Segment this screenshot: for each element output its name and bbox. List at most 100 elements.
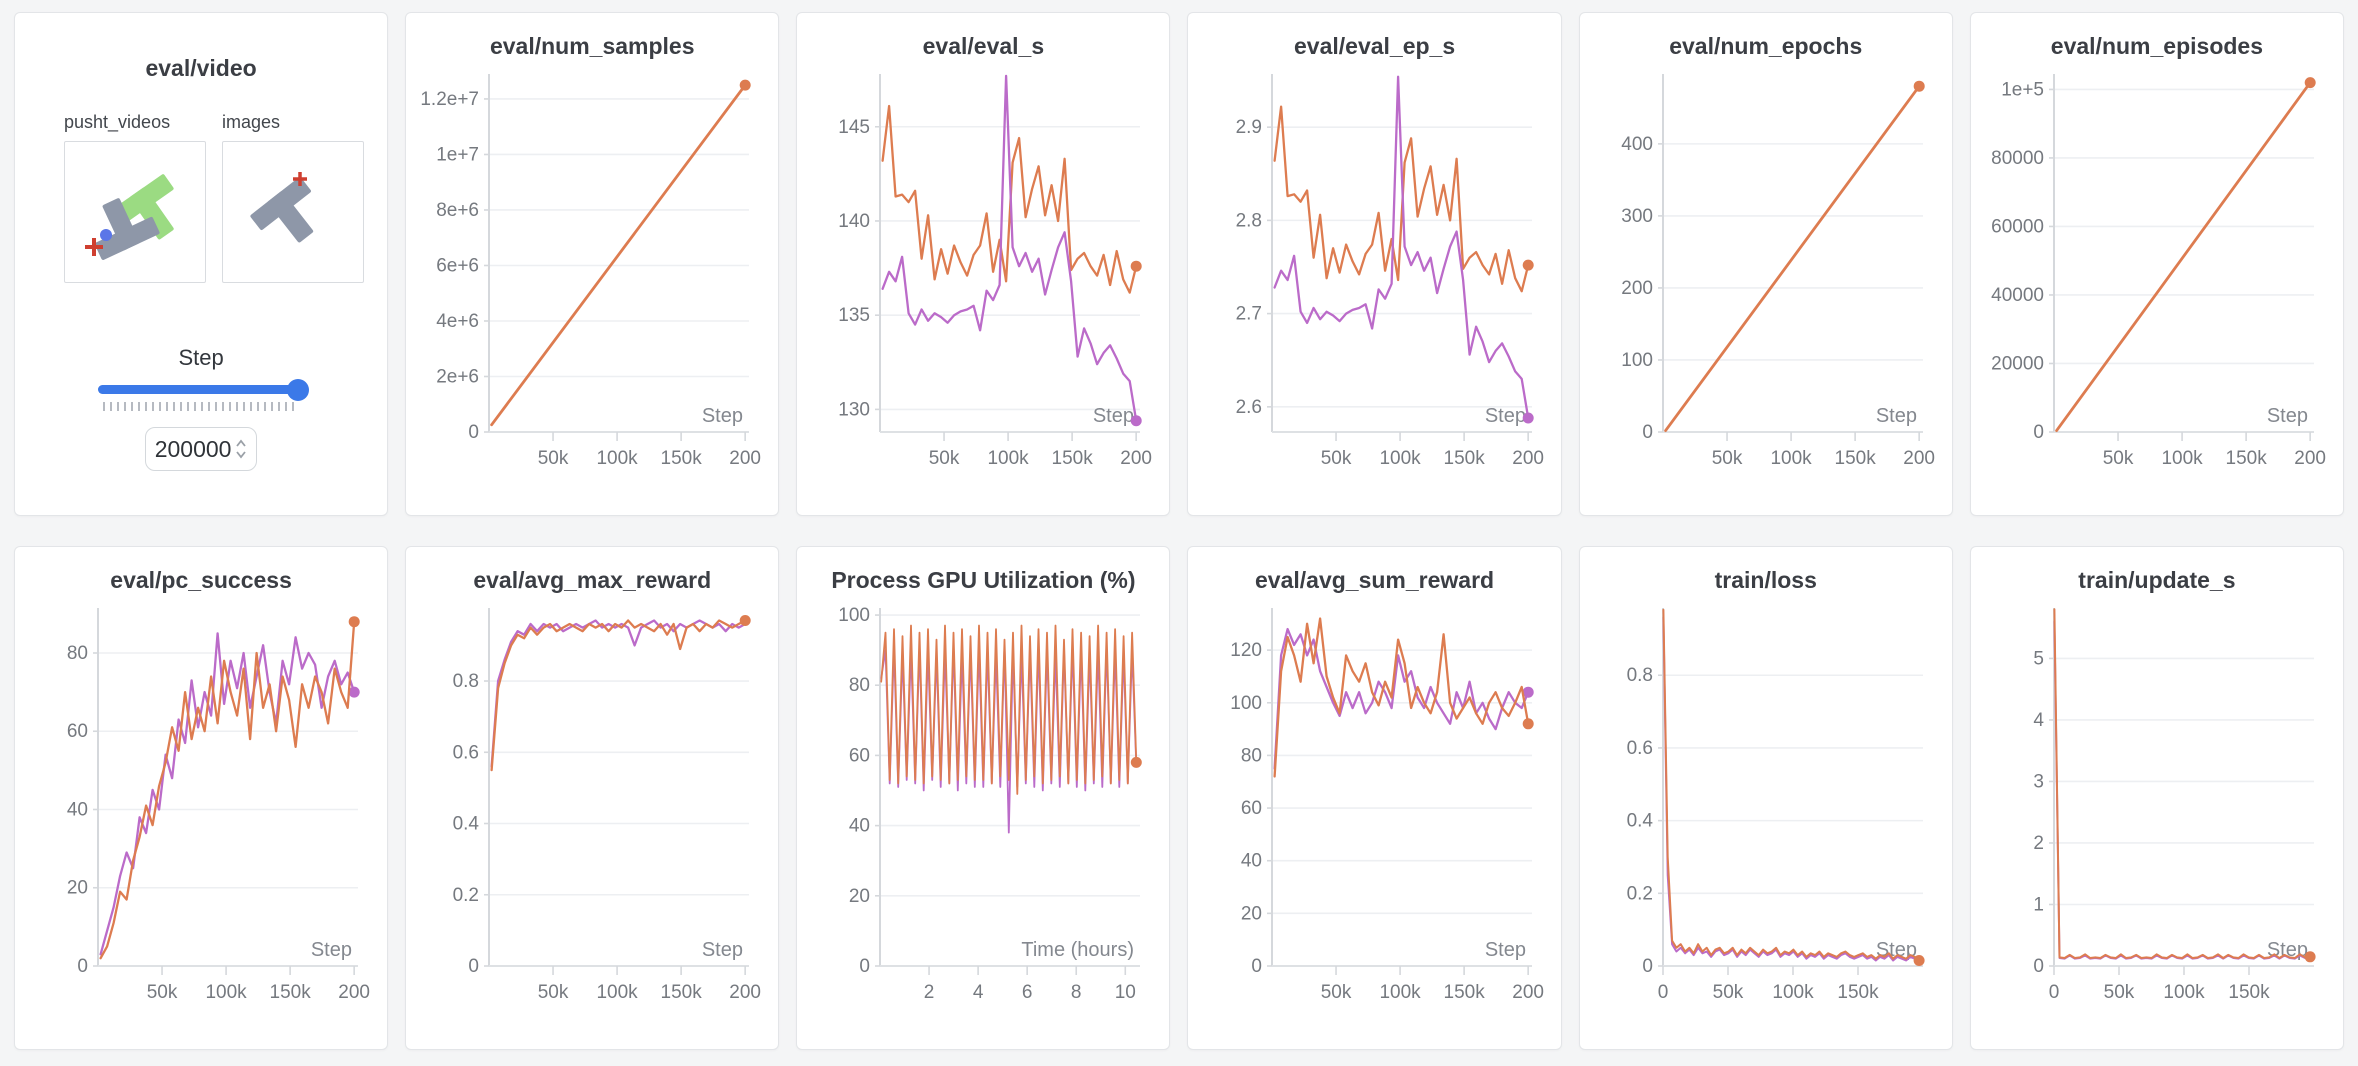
- slider-track[interactable]: [98, 378, 309, 401]
- chart-eval-avg-max-reward[interactable]: 0 0.2 0.4 0.6 0.8 50k 100k 150k 200 Step: [419, 600, 765, 1020]
- panel-eval-num-episodes: eval/num_episodes 0 20000 40000 60000 80000 1…: [1969, 12, 2344, 516]
- panel-title: eval/num_samples: [489, 33, 695, 59]
- svg-text:Step: Step: [702, 405, 743, 427]
- svg-text:0: 0: [1657, 982, 1668, 1003]
- svg-text:Step: Step: [1484, 405, 1525, 427]
- svg-text:0.6: 0.6: [453, 742, 479, 763]
- svg-text:5: 5: [2033, 648, 2044, 669]
- svg-text:0: 0: [469, 956, 480, 977]
- svg-text:100k: 100k: [2163, 982, 2205, 1003]
- svg-text:200: 200: [1512, 448, 1544, 469]
- svg-text:Step: Step: [702, 939, 743, 961]
- panel-title: eval/num_episodes: [2050, 33, 2263, 59]
- chart-eval-num-episodes[interactable]: 0 20000 40000 60000 80000 1e+5 50k 100k 150k 200 S…: [1984, 66, 2330, 486]
- step-input[interactable]: 200000: [145, 427, 258, 471]
- svg-text:200: 200: [338, 982, 370, 1003]
- step-input-value[interactable]: 200000: [154, 435, 232, 462]
- svg-text:200: 200: [1621, 278, 1653, 299]
- svg-text:50k: 50k: [2104, 982, 2135, 1003]
- svg-text:0: 0: [860, 956, 871, 977]
- svg-text:140: 140: [839, 211, 871, 232]
- svg-text:150k: 150k: [2225, 448, 2267, 469]
- panel-title: eval/eval_ep_s: [1294, 33, 1456, 59]
- panel-title: eval/eval_s: [922, 33, 1045, 59]
- media-label: images: [222, 112, 281, 132]
- svg-text:100k: 100k: [1770, 448, 1812, 469]
- svg-text:150k: 150k: [1837, 982, 1879, 1003]
- chart-eval-pc-success[interactable]: 0 20 40 60 80 50k 100k 150k 200 Step: [28, 600, 374, 1020]
- svg-text:50k: 50k: [2103, 448, 2134, 469]
- svg-text:150k: 150k: [1443, 448, 1485, 469]
- stepper-arrows[interactable]: [235, 438, 247, 460]
- svg-text:40: 40: [1240, 851, 1261, 872]
- svg-text:20: 20: [849, 886, 870, 907]
- svg-text:100k: 100k: [1379, 982, 1421, 1003]
- chart-process-gpu-utilization[interactable]: 0 20 40 60 80 100 2 4 6 8 10 Time (hours): [810, 600, 1156, 1020]
- svg-text:20: 20: [1240, 903, 1261, 924]
- panel-title: eval/video: [145, 55, 257, 81]
- svg-text:0: 0: [2033, 422, 2044, 443]
- chart-eval-eval-ep-s[interactable]: 2.6 2.7 2.8 2.9 50k 100k 150k 200 Step: [1202, 66, 1548, 486]
- svg-text:6e+6: 6e+6: [436, 255, 479, 276]
- svg-text:200: 200: [2294, 448, 2326, 469]
- svg-text:1e+5: 1e+5: [2001, 79, 2044, 100]
- panel-eval-avg-sum-reward: eval/avg_sum_reward 0 20 40 60 80 100 120 50k 10…: [1187, 546, 1562, 1050]
- chart-eval-eval-s[interactable]: 130 135 140 145 50k 100k 150k 200 Step: [810, 66, 1156, 486]
- svg-text:20: 20: [67, 878, 88, 899]
- svg-text:1e+7: 1e+7: [436, 144, 479, 165]
- svg-text:0.6: 0.6: [1626, 738, 1652, 759]
- media-row: pusht_videos: [28, 112, 374, 283]
- svg-text:8: 8: [1071, 982, 1082, 1003]
- chevron-down-icon: [236, 451, 247, 459]
- panel-eval-num-epochs: eval/num_epochs 0 100 200 300 400 50k 100k 150k…: [1578, 12, 1953, 516]
- chart-eval-num-samples[interactable]: 0 2e+6 4e+6 6e+6 8e+6 1e+7 1.2e+7 50k 100k 150k 20…: [419, 66, 765, 486]
- svg-text:300: 300: [1621, 206, 1653, 227]
- svg-text:200: 200: [1121, 448, 1153, 469]
- panel-train-loss: train/loss 0 0.2 0.4 0.6 0.8 0 50k 100k 150k Step: [1578, 546, 1953, 1050]
- svg-text:100k: 100k: [988, 448, 1030, 469]
- svg-text:200: 200: [1512, 982, 1544, 1003]
- svg-text:80: 80: [67, 643, 88, 664]
- images-thumbnail[interactable]: [222, 141, 364, 283]
- panel-eval-pc-success: eval/pc_success 0 20 40 60 80 50k 100k 150k 200 S…: [14, 546, 389, 1050]
- svg-text:80: 80: [1240, 745, 1261, 766]
- svg-text:100k: 100k: [2161, 448, 2203, 469]
- pusht-video-thumbnail[interactable]: [64, 141, 206, 283]
- gray-t-shape: [250, 177, 314, 243]
- svg-text:Step: Step: [2267, 405, 2308, 427]
- panel-eval-avg-max-reward: eval/avg_max_reward 0 0.2 0.4 0.6 0.8 50k 100k…: [405, 546, 780, 1050]
- svg-text:150k: 150k: [661, 448, 703, 469]
- chart-eval-num-epochs[interactable]: 0 100 200 300 400 50k 100k 150k 200 Step: [1593, 66, 1939, 486]
- chart-eval-avg-sum-reward[interactable]: 0 20 40 60 80 100 120 50k 100k 150k 200 Step: [1202, 600, 1548, 1020]
- step-slider[interactable]: [98, 378, 309, 411]
- panel-title: eval/avg_sum_reward: [1255, 567, 1495, 593]
- svg-text:200: 200: [730, 982, 762, 1003]
- svg-text:Step: Step: [1093, 405, 1134, 427]
- panel-title: train/update_s: [2078, 567, 2236, 593]
- panel-eval-video: eval/video pusht_videos: [14, 12, 389, 516]
- svg-text:100: 100: [839, 605, 871, 626]
- svg-text:0: 0: [78, 956, 89, 977]
- svg-text:50k: 50k: [538, 982, 569, 1003]
- svg-text:100k: 100k: [206, 982, 248, 1003]
- svg-text:130: 130: [839, 399, 871, 420]
- svg-text:80: 80: [849, 675, 870, 696]
- svg-text:150k: 150k: [270, 982, 312, 1003]
- step-slider-handle[interactable]: [286, 378, 309, 401]
- panel-title: eval/num_epochs: [1669, 33, 1863, 59]
- svg-text:0: 0: [2049, 982, 2060, 1003]
- green-t-shape: [111, 174, 174, 240]
- svg-text:20000: 20000: [1991, 353, 2044, 374]
- svg-text:40: 40: [849, 816, 870, 837]
- svg-text:0.2: 0.2: [453, 885, 479, 906]
- svg-text:6: 6: [1022, 982, 1033, 1003]
- svg-text:0: 0: [469, 422, 480, 443]
- svg-text:50k: 50k: [538, 448, 569, 469]
- panel-eval-eval-s: eval/eval_s 130 135 140 145 50k 100k 150k 200 St…: [796, 12, 1171, 516]
- svg-text:150k: 150k: [1834, 448, 1876, 469]
- svg-text:145: 145: [839, 117, 871, 138]
- svg-text:400: 400: [1621, 134, 1653, 155]
- svg-text:Time (hours): Time (hours): [1022, 939, 1135, 961]
